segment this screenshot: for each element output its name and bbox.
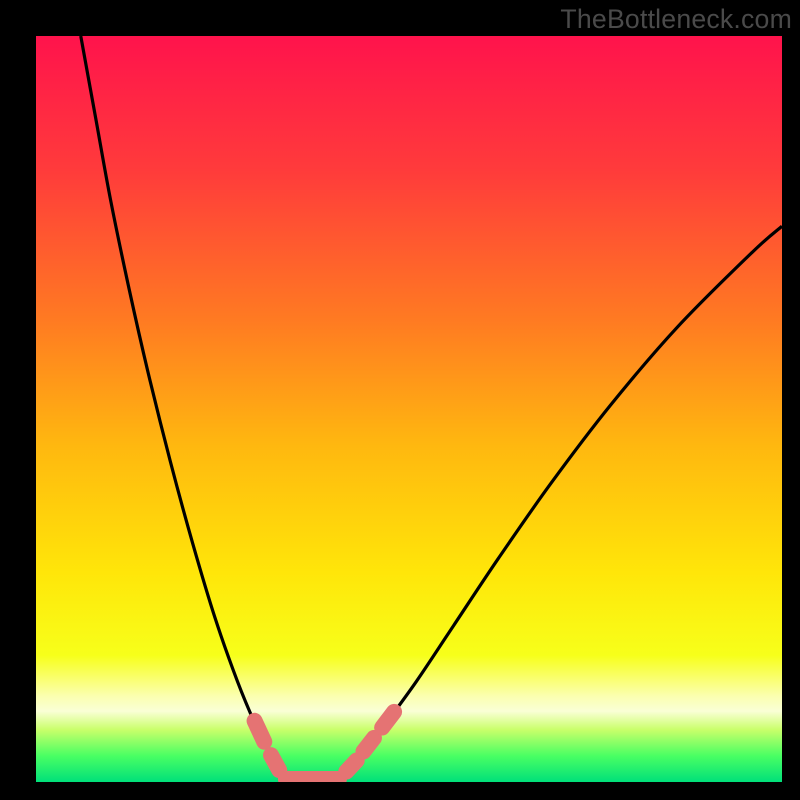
pink-segment-1 xyxy=(271,755,279,770)
curves-layer xyxy=(36,36,782,782)
curve-left xyxy=(81,36,294,780)
pink-segment-group xyxy=(255,712,395,779)
curve-right xyxy=(334,226,782,780)
pink-segment-4 xyxy=(363,738,373,751)
stage: TheBottleneck.com xyxy=(0,0,800,800)
watermark-text: TheBottleneck.com xyxy=(560,4,792,35)
pink-segment-3 xyxy=(346,760,356,771)
pink-segment-0 xyxy=(255,721,265,742)
pink-segment-5 xyxy=(382,712,394,728)
plot-area xyxy=(36,36,782,782)
